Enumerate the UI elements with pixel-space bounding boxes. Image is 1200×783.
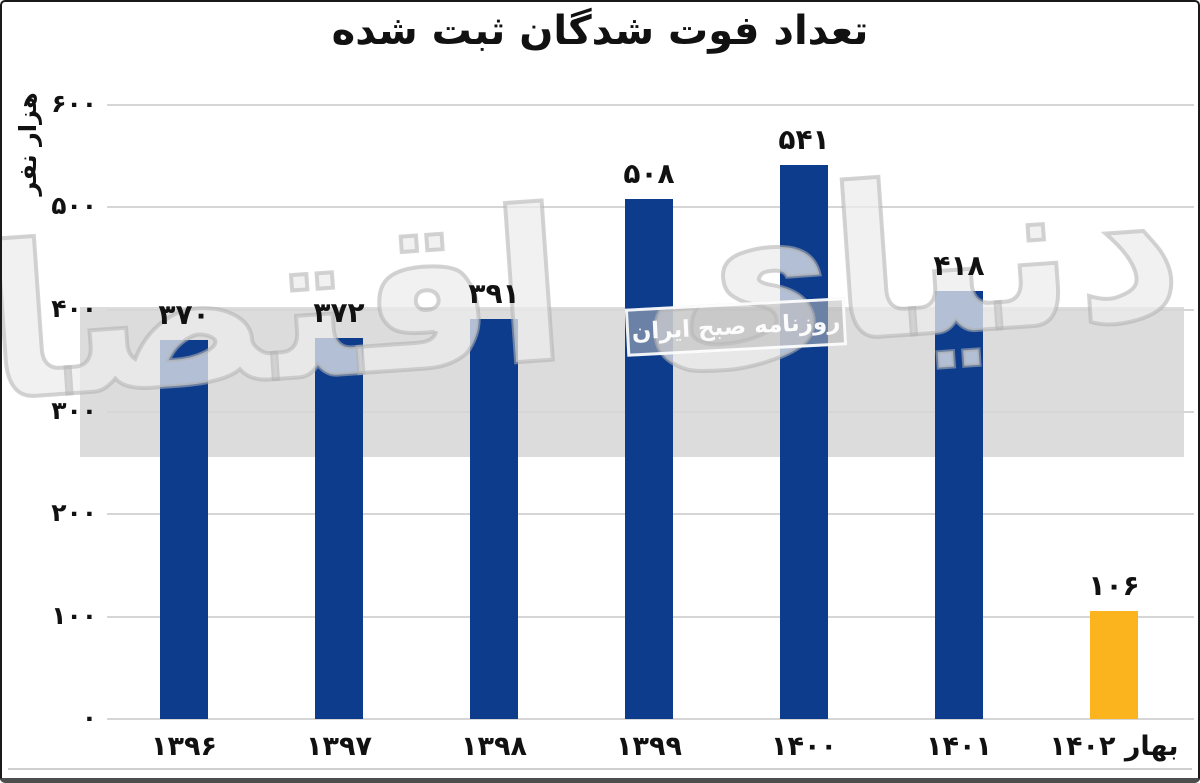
ytick-label-0: ۰ [81,703,97,732]
x-label-1400: ۱۴۰۰ [771,731,837,762]
value-label-1401: ۴۱۸ [933,249,985,283]
chart-title: تعداد فوت شدگان ثبت شده [331,8,869,54]
x-label-1397: ۱۳۹۷ [306,731,372,762]
x-label-1401: ۱۴۰۱ [926,731,992,762]
bar-1401 [935,291,983,719]
value-label-Spring 1402: ۱۰۶ [1088,568,1140,602]
value-label-1398: ۳۹۱ [468,276,520,310]
x-label-1396: ۱۳۹۶ [151,731,217,762]
value-label-1396: ۳۷۰ [158,298,210,332]
gridline-0 [107,718,1194,720]
ytick-label-200: ۲۰۰ [51,498,97,528]
bar-1397 [315,338,363,719]
bar-1400 [780,165,828,719]
bar-1399 [625,199,673,719]
bar-1396 [160,340,208,719]
bottom-baseline [8,768,1192,770]
ytick-label-300: ۳۰۰ [51,396,97,425]
bar-Spring 1402 [1090,610,1138,719]
value-label-1400: ۵۴۱ [778,123,830,157]
ytick-label-600: ۶۰۰ [51,89,97,118]
gridline-600 [107,104,1194,106]
x-label-1398: ۱۳۹۸ [461,731,527,762]
ytick-label-500: ۵۰۰ [51,191,97,221]
value-label-1399: ۵۰۸ [623,157,675,191]
value-label-1397: ۳۷۲ [313,296,365,330]
bar-1398 [470,318,518,719]
ytick-label-100: ۱۰۰ [51,600,97,630]
x-label-Spring 1402: بهار ۱۴۰۲ [1049,731,1179,762]
x-label-1399: ۱۳۹۹ [616,731,682,762]
ytick-label-400: ۴۰۰ [51,293,97,323]
